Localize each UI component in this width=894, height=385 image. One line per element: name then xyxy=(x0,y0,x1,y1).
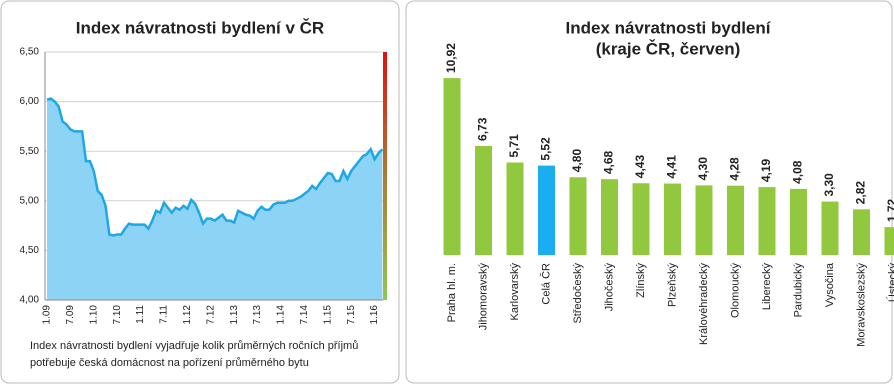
bar xyxy=(727,185,744,255)
x-tick-label: Karlovarský xyxy=(509,263,521,321)
x-tick-label: 1.15 xyxy=(322,305,333,325)
y-tick-label: 4,50 xyxy=(20,245,40,256)
bar xyxy=(601,179,618,255)
right-title: Index návratnosti bydlení xyxy=(566,18,772,37)
x-tick-label: 1.14 xyxy=(276,305,287,325)
area xyxy=(47,98,383,301)
x-tick-label: Středočeský xyxy=(572,263,584,324)
value-label: 4,68 xyxy=(602,151,616,175)
x-tick-label: 7.13 xyxy=(252,305,263,325)
x-tick-label: 7.09 xyxy=(65,305,76,325)
value-label: 4,19 xyxy=(759,158,773,182)
bar xyxy=(853,209,870,255)
left-title: Index návratnosti bydlení v ČR xyxy=(76,18,324,37)
x-tick-label: 7.10 xyxy=(112,305,123,325)
value-label: 6,73 xyxy=(476,117,490,141)
x-tick-label: 1.11 xyxy=(135,305,146,324)
x-tick-label: Plzeňský xyxy=(666,263,678,308)
value-label: 5,52 xyxy=(539,137,553,161)
value-label: 4,28 xyxy=(728,157,742,181)
y-tick-label: 6,50 xyxy=(20,47,40,58)
x-tick-label: 7.11 xyxy=(159,305,170,324)
x-tick-label: Praha hl. m. xyxy=(446,263,458,322)
x-tick-label: 1.09 xyxy=(42,305,53,325)
x-tick-label: Jihočeský xyxy=(603,263,615,312)
x-tick-label: Jihomoravský xyxy=(477,263,489,331)
x-tick-label: Zlínský xyxy=(635,263,647,298)
value-label: 4,41 xyxy=(665,155,679,179)
bar xyxy=(632,183,650,255)
x-tick-label: 7.12 xyxy=(205,305,216,325)
bar xyxy=(884,227,894,255)
x-tick-label: 1.16 xyxy=(369,305,380,325)
bar xyxy=(821,201,839,255)
x-tick-label: Královéhradecký xyxy=(698,263,710,345)
value-label: 1,72 xyxy=(885,198,894,222)
value-label: 3,30 xyxy=(822,173,836,197)
x-tick-label: 1.12 xyxy=(182,305,193,325)
value-label: 4,30 xyxy=(696,157,710,181)
x-tick-label: 1.10 xyxy=(88,305,99,325)
bar xyxy=(506,162,524,255)
x-tick-label: Ústecký xyxy=(886,263,894,303)
right-title: (kraje ČR, červen) xyxy=(596,39,741,58)
y-tick-label: 5,50 xyxy=(20,146,40,157)
y-tick-label: 6,00 xyxy=(20,96,40,107)
note: potřebuje česká domácnost na pořízení pr… xyxy=(30,357,309,369)
y-tick-label: 5,00 xyxy=(20,195,40,206)
value-label: 10,92 xyxy=(444,43,458,73)
x-tick-label: Liberecký xyxy=(761,263,773,311)
bar xyxy=(790,188,807,255)
y-tick-label: 4,00 xyxy=(20,295,40,306)
value-label: 4,43 xyxy=(633,155,647,179)
x-tick-label: 7.14 xyxy=(299,305,310,325)
value-label: 4,80 xyxy=(570,149,584,173)
x-tick-label: 7.15 xyxy=(346,305,357,325)
x-tick-label: Celá ČR xyxy=(539,263,552,305)
bar xyxy=(569,177,587,255)
note: Index návratnosti bydlení vyjadřuje koli… xyxy=(30,340,358,352)
value-label: 2,82 xyxy=(854,181,868,205)
bar xyxy=(538,165,555,255)
bar xyxy=(758,187,776,255)
x-tick-label: Vysočina xyxy=(824,262,836,307)
value-label: 4,08 xyxy=(791,160,805,184)
bar xyxy=(695,185,713,255)
value-label: 5,71 xyxy=(507,134,521,158)
x-tick-label: Pardubický xyxy=(792,263,804,318)
bar xyxy=(443,78,461,255)
bar xyxy=(664,183,681,255)
x-tick-label: 1.13 xyxy=(229,305,240,325)
line xyxy=(46,97,384,237)
x-tick-label: Moravskoslezský xyxy=(855,263,867,347)
x-tick-label: Olomoucký xyxy=(729,263,741,319)
bar xyxy=(475,145,492,255)
color-scale xyxy=(383,52,387,300)
